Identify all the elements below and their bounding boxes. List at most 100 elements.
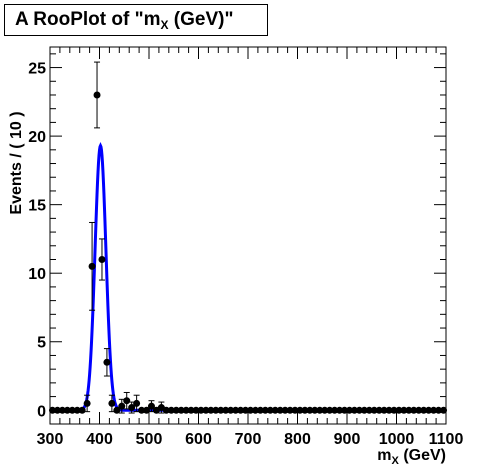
data-marker bbox=[177, 406, 185, 414]
data-marker bbox=[232, 406, 240, 414]
data-marker bbox=[147, 402, 155, 410]
data-marker bbox=[143, 406, 151, 414]
data-marker bbox=[172, 406, 180, 414]
data-marker bbox=[103, 358, 111, 366]
data-marker bbox=[360, 406, 368, 414]
x-tick-label: 700 bbox=[235, 431, 262, 448]
data-marker bbox=[73, 406, 81, 414]
data-marker bbox=[128, 404, 136, 412]
data-marker bbox=[108, 399, 116, 407]
data-marker bbox=[291, 406, 299, 414]
y-tick-label: 5 bbox=[37, 335, 46, 352]
y-axis: 0 5 10 15 20 25 bbox=[28, 53, 446, 425]
data-marker bbox=[212, 406, 220, 414]
data-marker bbox=[435, 406, 443, 414]
data-marker bbox=[53, 406, 61, 414]
data-marker bbox=[321, 406, 329, 414]
data-point bbox=[147, 400, 155, 413]
data-marker bbox=[197, 406, 205, 414]
x-axis-title: mX (GeV) bbox=[377, 447, 446, 467]
data-point bbox=[83, 394, 91, 413]
data-marker bbox=[385, 406, 393, 414]
x-axis: 300 400 500 600 700 800 900 1000 1100 bbox=[37, 47, 463, 448]
data-marker bbox=[182, 406, 190, 414]
data-marker bbox=[58, 406, 66, 414]
data-marker bbox=[48, 406, 56, 414]
data-point bbox=[93, 61, 101, 129]
data-marker bbox=[410, 406, 418, 414]
data-point bbox=[78, 406, 86, 414]
y-tick-label: 0 bbox=[37, 403, 46, 420]
plot-title-suffix: (GeV)" bbox=[168, 9, 234, 30]
data-marker bbox=[246, 406, 254, 414]
x-tick-label: 400 bbox=[86, 431, 113, 448]
data-marker bbox=[202, 406, 210, 414]
x-tick-label: 300 bbox=[37, 431, 64, 448]
x-tick-label: 800 bbox=[284, 431, 311, 448]
y-axis-title: Events / ( 10 ) bbox=[8, 111, 25, 214]
x-tick-label: 1000 bbox=[379, 431, 415, 448]
x-axis-title-suffix: (GeV) bbox=[399, 447, 446, 464]
data-marker bbox=[306, 406, 314, 414]
data-marker bbox=[286, 406, 294, 414]
data-marker bbox=[187, 406, 195, 414]
data-marker bbox=[380, 406, 388, 414]
plot-title-prefix: A RooPlot of "m bbox=[15, 9, 161, 30]
data-marker bbox=[420, 406, 428, 414]
data-marker bbox=[138, 406, 146, 414]
data-marker bbox=[301, 406, 309, 414]
y-tick-label: 15 bbox=[28, 198, 46, 215]
data-marker bbox=[395, 406, 403, 414]
data-marker bbox=[405, 406, 413, 414]
data-marker bbox=[63, 406, 71, 414]
data-marker bbox=[390, 406, 398, 414]
data-marker bbox=[440, 406, 448, 414]
data-marker bbox=[242, 406, 250, 414]
fit-curve bbox=[50, 142, 446, 412]
data-point bbox=[123, 391, 131, 410]
data-marker bbox=[326, 406, 334, 414]
data-marker bbox=[296, 406, 304, 414]
data-marker bbox=[207, 406, 215, 414]
data-marker bbox=[162, 406, 170, 414]
data-marker bbox=[83, 399, 91, 407]
data-point bbox=[88, 221, 96, 311]
y-tick-label: 10 bbox=[28, 266, 46, 283]
data-marker bbox=[217, 406, 225, 414]
data-marker bbox=[316, 406, 324, 414]
x-tick-label: 500 bbox=[136, 431, 163, 448]
data-marker bbox=[222, 406, 230, 414]
data-marker bbox=[78, 406, 86, 414]
data-marker bbox=[341, 406, 349, 414]
data-marker bbox=[350, 406, 358, 414]
data-marker bbox=[118, 402, 126, 410]
data-marker bbox=[261, 406, 269, 414]
data-marker bbox=[251, 406, 259, 414]
y-tick-label: 20 bbox=[28, 129, 46, 146]
data-marker bbox=[375, 406, 383, 414]
data-marker bbox=[370, 406, 378, 414]
data-point bbox=[133, 394, 141, 413]
data-marker bbox=[192, 406, 200, 414]
data-marker bbox=[266, 406, 274, 414]
data-point bbox=[113, 406, 121, 414]
data-marker bbox=[331, 406, 339, 414]
data-marker bbox=[430, 406, 438, 414]
data-marker bbox=[167, 406, 175, 414]
data-point bbox=[143, 406, 151, 414]
data-marker bbox=[425, 406, 433, 414]
data-marker bbox=[68, 406, 76, 414]
data-marker bbox=[93, 91, 101, 99]
data-marker bbox=[256, 406, 264, 414]
x-tick-label: 600 bbox=[185, 431, 212, 448]
data-marker bbox=[98, 255, 106, 263]
data-marker bbox=[336, 406, 344, 414]
data-point bbox=[440, 406, 448, 414]
x-axis-title-main: m bbox=[377, 447, 391, 464]
y-tick-label: 25 bbox=[28, 61, 46, 78]
x-tick-label: 900 bbox=[334, 431, 361, 448]
data-marker bbox=[237, 406, 245, 414]
plot-title-subscript: X bbox=[160, 18, 169, 32]
data-marker bbox=[133, 399, 141, 407]
